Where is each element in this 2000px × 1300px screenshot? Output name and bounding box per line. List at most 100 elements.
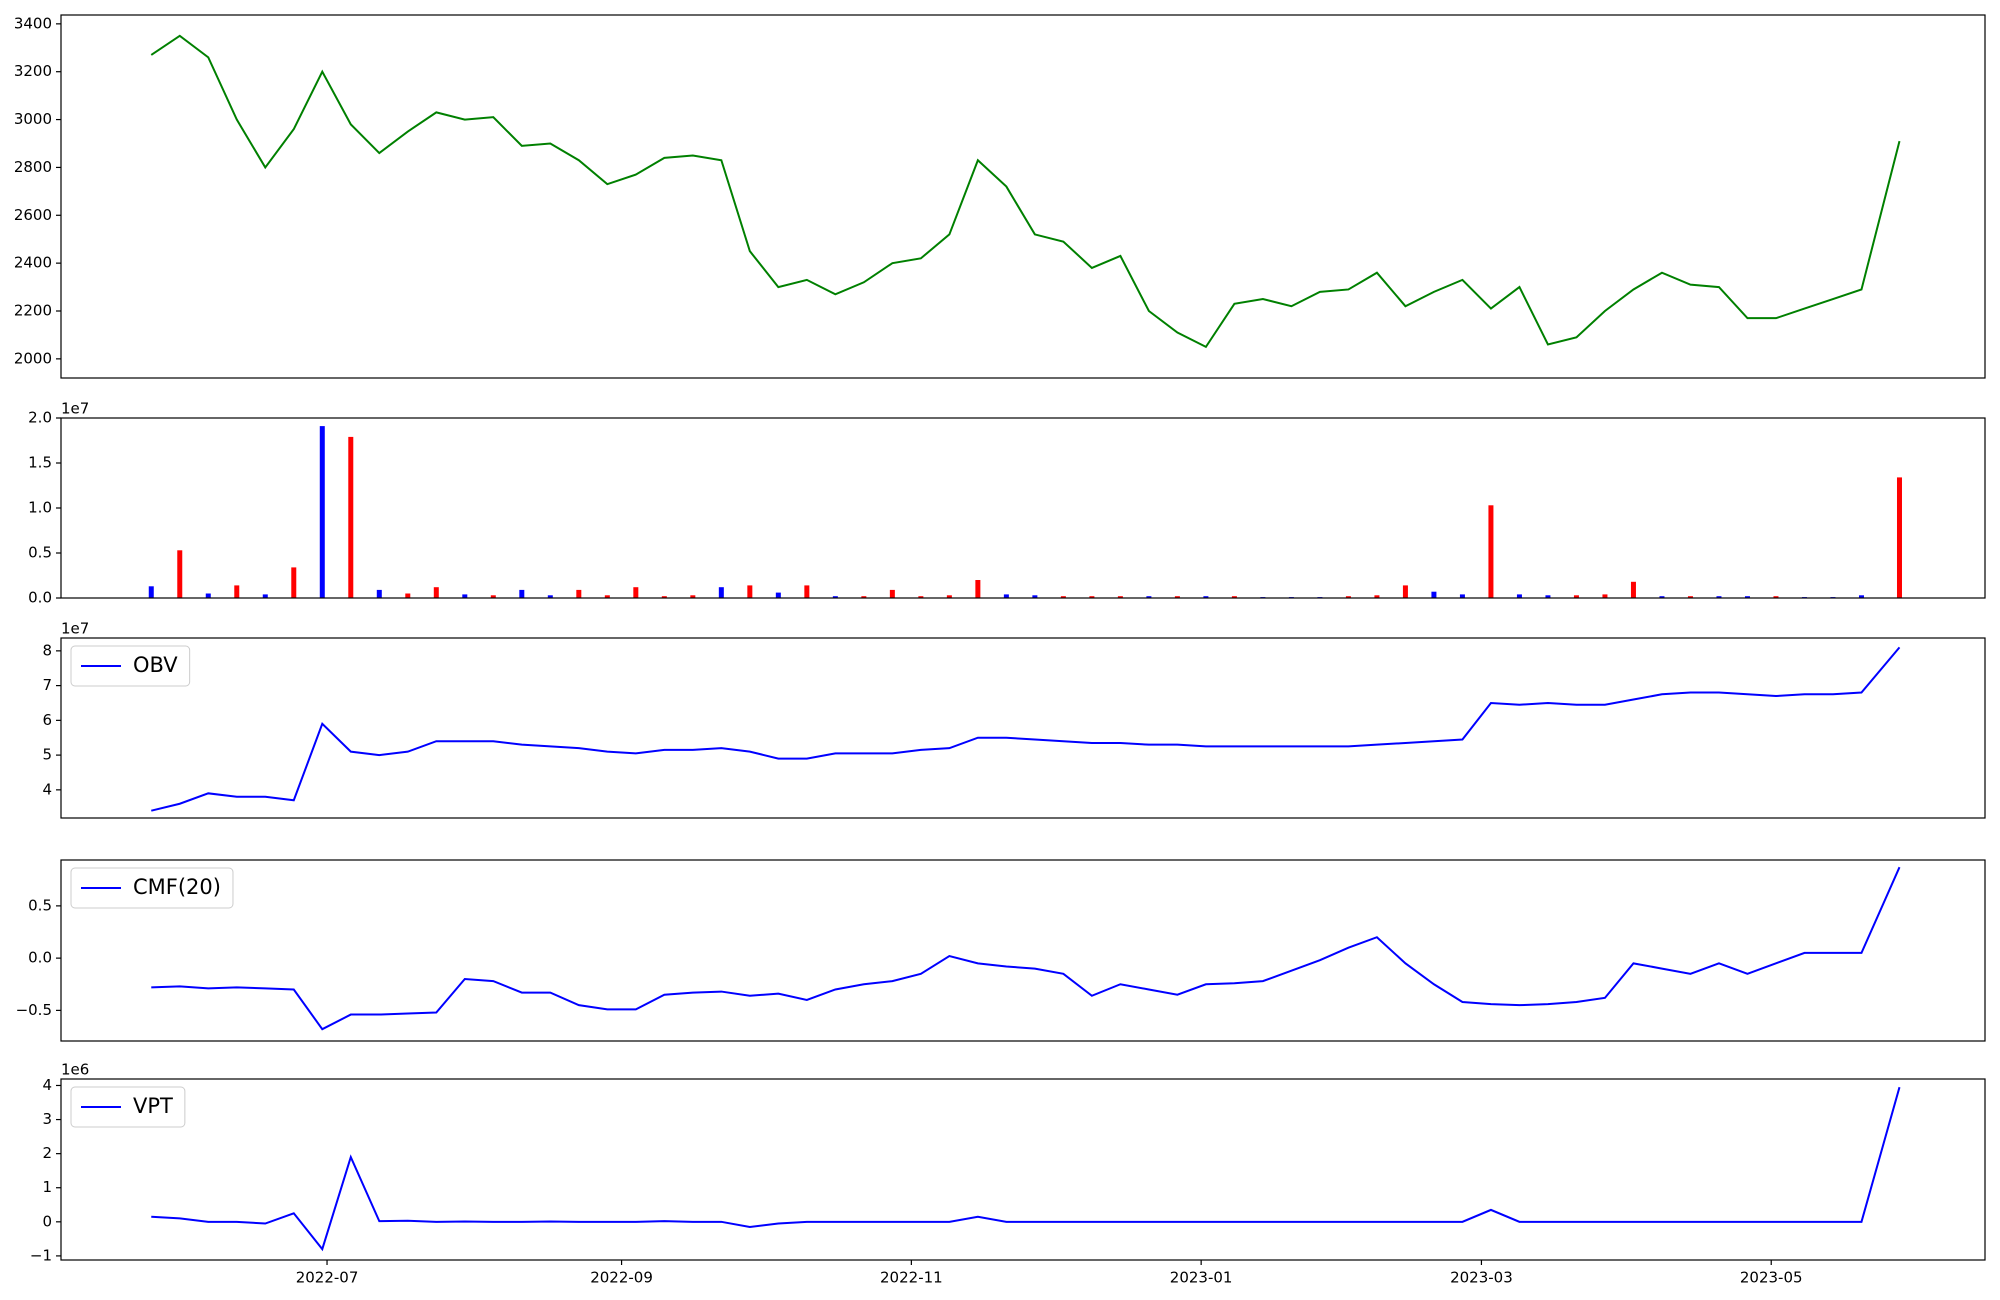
legend: CMF(20) (70, 867, 234, 909)
bar (1630, 581, 1636, 598)
bar (1659, 596, 1665, 598)
panel: 4 5 6 7 8 1e7 OBV (42, 620, 1986, 819)
bar (1402, 585, 1408, 598)
legend-label: VPT (133, 1094, 173, 1118)
panel: 0.0 0.5 1.0 1.5 2.0 1e7 (28, 400, 1986, 607)
panel: 2000 2200 2400 2600 2800 3000 3200 3400 (14, 14, 1986, 379)
panel: −0.5 0.0 0.5 CMF(20) (16, 859, 1986, 1042)
bar (832, 596, 838, 598)
bar (604, 595, 610, 598)
bar (234, 585, 240, 598)
x-tick-label: 2022-11 (880, 1269, 943, 1287)
bar (661, 596, 667, 598)
bar (1174, 596, 1180, 598)
y-tick-label: −1 (30, 1246, 52, 1264)
bar (1858, 595, 1864, 598)
axes-frame (60, 417, 1986, 599)
y-tick-label: 2.0 (28, 409, 52, 427)
bar (319, 426, 325, 598)
x-tick-label: 2023-05 (1740, 1269, 1803, 1287)
bar (861, 596, 867, 598)
y-tick-label: 8 (42, 641, 52, 659)
bar (177, 550, 183, 598)
bar (490, 595, 496, 598)
bar (1516, 594, 1522, 598)
bar (1060, 596, 1066, 598)
bar (747, 585, 753, 598)
y-tick-label: 1.0 (28, 499, 52, 517)
axes-frame (60, 1078, 1986, 1261)
y-tick-label: 7 (42, 676, 52, 694)
y-tick-label: 4 (42, 780, 52, 798)
bar (205, 593, 211, 598)
bar (1744, 596, 1750, 598)
bar (1431, 591, 1437, 598)
bar (1773, 596, 1779, 598)
bar (1896, 477, 1902, 598)
legend-box (70, 1086, 186, 1128)
y-tick-label: 2600 (14, 206, 52, 224)
legend-label: CMF(20) (133, 875, 221, 899)
bar (633, 587, 639, 598)
axes-frame (60, 859, 1986, 1042)
y-tick-label: 6 (42, 711, 52, 729)
line (150, 34, 1901, 349)
y-tick-label: 0.5 (28, 896, 52, 914)
line (151, 646, 1901, 812)
bar (405, 593, 411, 598)
bar (1687, 596, 1693, 598)
y-tick-label: 2 (42, 1144, 52, 1162)
bar (690, 595, 696, 598)
bar (718, 587, 724, 598)
bar (1203, 596, 1209, 598)
y-tick-label: 3 (42, 1110, 52, 1128)
bar (918, 596, 924, 598)
y-tick-label: 2400 (14, 254, 52, 272)
line (151, 1086, 1901, 1252)
axes-frame (60, 14, 1986, 379)
legend: OBV (70, 645, 191, 687)
bar (291, 567, 297, 598)
bar (1573, 595, 1579, 598)
bar (1003, 594, 1009, 598)
bar (1146, 596, 1152, 598)
bar (946, 595, 952, 598)
axis-offset-label: 1e7 (61, 400, 89, 418)
x-tick-label: 2023-01 (1170, 1269, 1233, 1287)
y-tick-label: 4 (42, 1076, 52, 1094)
legend-box (70, 645, 191, 687)
legend-box (70, 867, 234, 909)
bar (348, 436, 354, 598)
bar (462, 594, 468, 598)
bar (1231, 596, 1237, 598)
bar (775, 592, 781, 598)
y-tick-label: 0.0 (28, 589, 52, 607)
panel: −1 0 1 2 3 4 2022-07 2022-09 2022-11 2023-01 2023-… (30, 1061, 1986, 1287)
bar (1345, 596, 1351, 598)
bar (1716, 596, 1722, 598)
bar (433, 587, 439, 598)
bar (889, 589, 895, 598)
bar (1374, 595, 1380, 598)
bar (547, 595, 553, 598)
line (151, 866, 1901, 1031)
bar (1459, 594, 1465, 598)
bar (1117, 596, 1123, 598)
x-tick-label: 2023-03 (1450, 1269, 1513, 1287)
y-tick-label: 0.5 (28, 544, 52, 562)
y-tick-label: 3400 (14, 14, 52, 32)
x-tick-label: 2022-07 (296, 1269, 359, 1287)
bar (519, 589, 525, 598)
y-tick-label: 5 (42, 746, 52, 764)
legend: VPT (70, 1086, 186, 1128)
x-tick-label: 2022-09 (590, 1269, 653, 1287)
y-tick-label: −0.5 (16, 1001, 52, 1019)
bar (1032, 595, 1038, 598)
bar (975, 580, 981, 598)
y-tick-label: 3000 (14, 110, 52, 128)
axis-offset-label: 1e7 (61, 620, 89, 638)
bar (576, 589, 582, 598)
y-tick-label: 2000 (14, 349, 52, 367)
axis-offset-label: 1e6 (61, 1061, 89, 1079)
bar (148, 586, 154, 598)
